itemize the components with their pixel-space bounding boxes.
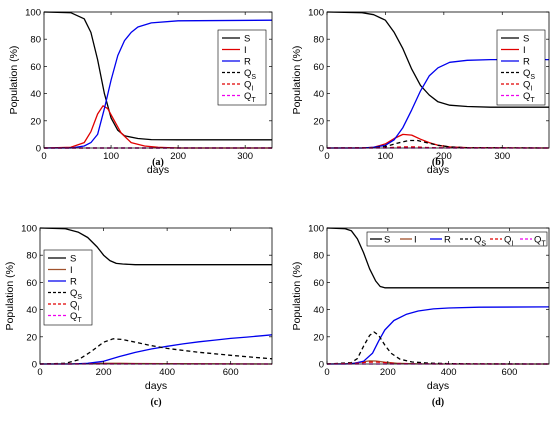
x-axis-label: days: [427, 380, 449, 392]
y-tick-label: 60: [26, 278, 37, 289]
y-tick-label: 40: [313, 89, 324, 100]
legend-label-s: S: [523, 34, 529, 45]
series-line-i: [327, 134, 549, 148]
series-line-qs: [327, 141, 549, 149]
y-tick-label: 40: [313, 305, 324, 316]
legend-label-r: R: [244, 57, 251, 68]
y-tick-label: 100: [308, 8, 324, 19]
plot-frame: [327, 228, 549, 364]
legend-label-r: R: [70, 277, 77, 288]
legend-label-s: S: [244, 34, 250, 45]
x-tick-label: 200: [380, 367, 396, 378]
legend-label-i: I: [414, 235, 417, 246]
legend-label-s: S: [384, 235, 390, 246]
x-tick-label: 300: [237, 151, 253, 162]
x-tick-label: 0: [41, 151, 46, 162]
y-tick-label: 0: [319, 360, 324, 371]
panel-label: (c): [150, 397, 161, 408]
x-tick-label: 0: [324, 367, 329, 378]
y-tick-label: 80: [30, 35, 41, 46]
y-tick-label: 0: [36, 144, 41, 155]
y-tick-label: 20: [30, 116, 41, 127]
legend-label-i: I: [523, 45, 526, 56]
legend-label-r: R: [444, 235, 451, 246]
x-axis-label: days: [145, 380, 167, 392]
x-tick-label: 200: [170, 151, 186, 162]
y-tick-label: 100: [25, 8, 41, 19]
x-tick-label: 100: [377, 151, 393, 162]
legend-box: [497, 30, 545, 105]
y-tick-label: 100: [21, 224, 37, 235]
legend-label-r: R: [523, 57, 530, 68]
series-line-qs: [40, 339, 272, 364]
panel-label: (d): [432, 397, 444, 408]
y-tick-label: 40: [26, 305, 37, 316]
x-tick-label: 0: [37, 367, 42, 378]
chart-panel-d: 0 20 40 60 80 100 0 200 400 600 days Population (%)…: [291, 224, 549, 409]
x-tick-label: 300: [494, 151, 510, 162]
y-axis-label: Population (%): [291, 262, 303, 331]
y-axis-label: Population (%): [291, 46, 303, 115]
panel-label: (a): [152, 157, 164, 168]
legend-box: [218, 30, 266, 105]
series-line-qs: [327, 332, 549, 364]
panel-label: (b): [432, 157, 444, 168]
y-tick-label: 80: [313, 35, 324, 46]
x-tick-label: 400: [159, 367, 175, 378]
x-tick-label: 400: [441, 367, 457, 378]
x-tick-label: 600: [223, 367, 239, 378]
y-tick-label: 60: [30, 62, 41, 73]
legend-label-i: I: [70, 265, 73, 276]
x-tick-label: 600: [502, 367, 518, 378]
y-tick-label: 80: [26, 251, 37, 262]
legend-box: [44, 250, 92, 325]
series-line-r: [40, 335, 272, 364]
legend-label-i: I: [244, 45, 247, 56]
series-line-i: [44, 106, 272, 148]
x-tick-label: 100: [103, 151, 119, 162]
y-tick-label: 60: [313, 62, 324, 73]
y-axis-label: Population (%): [4, 262, 16, 331]
y-tick-label: 20: [313, 116, 324, 127]
y-tick-label: 20: [313, 332, 324, 343]
y-tick-label: 40: [30, 89, 41, 100]
x-tick-label: 0: [324, 151, 329, 162]
y-tick-label: 100: [308, 224, 324, 235]
legend-label-s: S: [70, 254, 76, 265]
y-tick-label: 20: [26, 332, 37, 343]
y-tick-label: 80: [313, 251, 324, 262]
y-axis-label: Population (%): [8, 46, 20, 115]
series-line-r: [327, 307, 549, 364]
y-tick-label: 0: [319, 144, 324, 155]
y-tick-label: 0: [32, 360, 37, 371]
x-tick-label: 200: [96, 367, 112, 378]
chart-panel-c: 0 20 40 60 80 100 0 200 400 600 days Population (%)…: [4, 224, 272, 409]
y-tick-label: 60: [313, 278, 324, 289]
